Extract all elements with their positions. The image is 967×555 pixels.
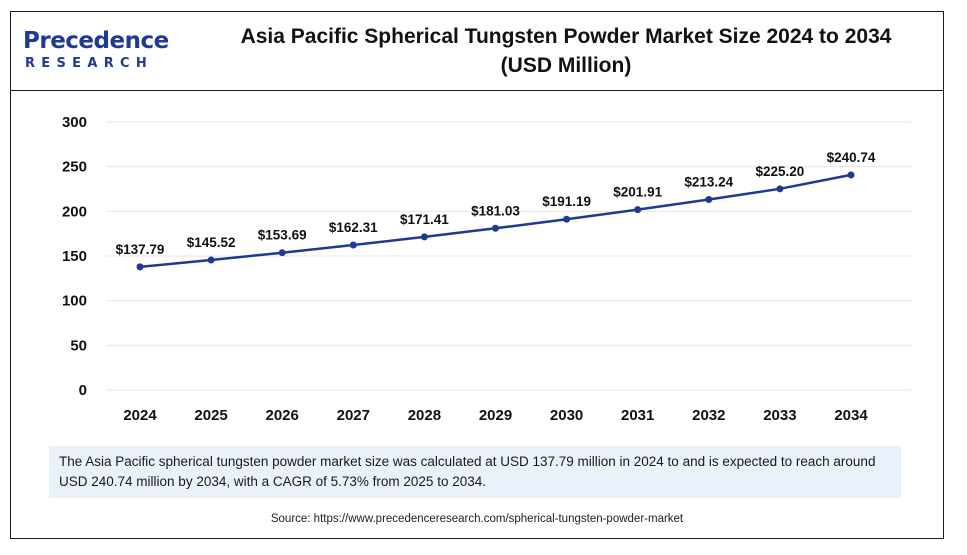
x-tick-label: 2033 (763, 407, 796, 424)
logo-name-main: Precedence (23, 28, 169, 54)
data-point (492, 224, 499, 232)
y-tick-label: 150 (62, 248, 87, 265)
brand-logo: Precedence RESEARCH (23, 28, 169, 76)
y-tick-label: 100 (62, 293, 87, 310)
data-point (776, 185, 784, 193)
source-text: Source: https://www.precedenceresearch.c… (270, 513, 684, 525)
x-tick-label: 2030 (550, 407, 583, 424)
data-labels: $137.79 $145.52 $153.69 $162.31 $171.41 $181.… (116, 150, 876, 257)
data-label: $201.91 (613, 185, 662, 200)
series-group (136, 171, 855, 271)
chart-frame: Precedence RESEARCH Asia Pacific Spheric… (10, 11, 944, 539)
y-tick-label: 200 (62, 203, 87, 220)
y-tick-label: 0 (79, 382, 87, 399)
summary-note: The Asia Pacific spherical tungsten powd… (49, 446, 901, 498)
x-tick-label: 2025 (194, 407, 227, 424)
data-point (705, 196, 713, 204)
data-label: $162.31 (329, 220, 378, 235)
chart-title-line2: (USD Million) (500, 54, 632, 77)
y-axis-ticks: 0 50 100 150 200 250 300 (62, 114, 87, 399)
data-point (136, 263, 144, 271)
x-tick-label: 2034 (834, 407, 868, 424)
data-label: $153.69 (258, 228, 307, 243)
x-tick-label: 2027 (337, 407, 370, 424)
data-label: $225.20 (755, 164, 804, 179)
data-label: $145.52 (187, 235, 236, 250)
x-tick-label: 2029 (479, 407, 512, 424)
x-tick-label: 2028 (408, 407, 441, 424)
data-point (563, 215, 571, 223)
data-label: $191.19 (542, 194, 591, 209)
data-label: $213.24 (684, 175, 733, 190)
data-point (207, 256, 215, 264)
x-tick-label: 2032 (692, 407, 725, 424)
data-label: $171.41 (400, 212, 449, 227)
data-point (847, 171, 855, 179)
data-point (420, 233, 428, 241)
grid-lines (106, 121, 911, 391)
y-tick-label: 300 (62, 114, 87, 131)
y-tick-label: 250 (62, 159, 87, 176)
y-tick-label: 50 (70, 337, 87, 354)
data-point (349, 241, 357, 249)
data-label: $181.03 (471, 203, 520, 218)
x-tick-label: 2026 (266, 407, 299, 424)
x-tick-label: 2031 (621, 407, 654, 424)
data-label: $137.79 (116, 242, 165, 257)
data-point (278, 249, 286, 257)
x-axis-ticks: 2024 2025 2026 2027 2028 2029 2030 2031 2032 2033… (123, 407, 868, 424)
series-line (139, 173, 852, 269)
header: Precedence RESEARCH Asia Pacific Spheric… (11, 12, 943, 91)
data-point (634, 206, 642, 214)
x-tick-label: 2024 (123, 407, 157, 424)
chart-title-line1: Asia Pacific Spherical Tungsten Powder M… (240, 25, 892, 48)
data-label: $240.74 (827, 150, 876, 165)
chart-title: Asia Pacific Spherical Tungsten Powder M… (196, 22, 936, 80)
logo-name-sub: RESEARCH (25, 56, 154, 71)
